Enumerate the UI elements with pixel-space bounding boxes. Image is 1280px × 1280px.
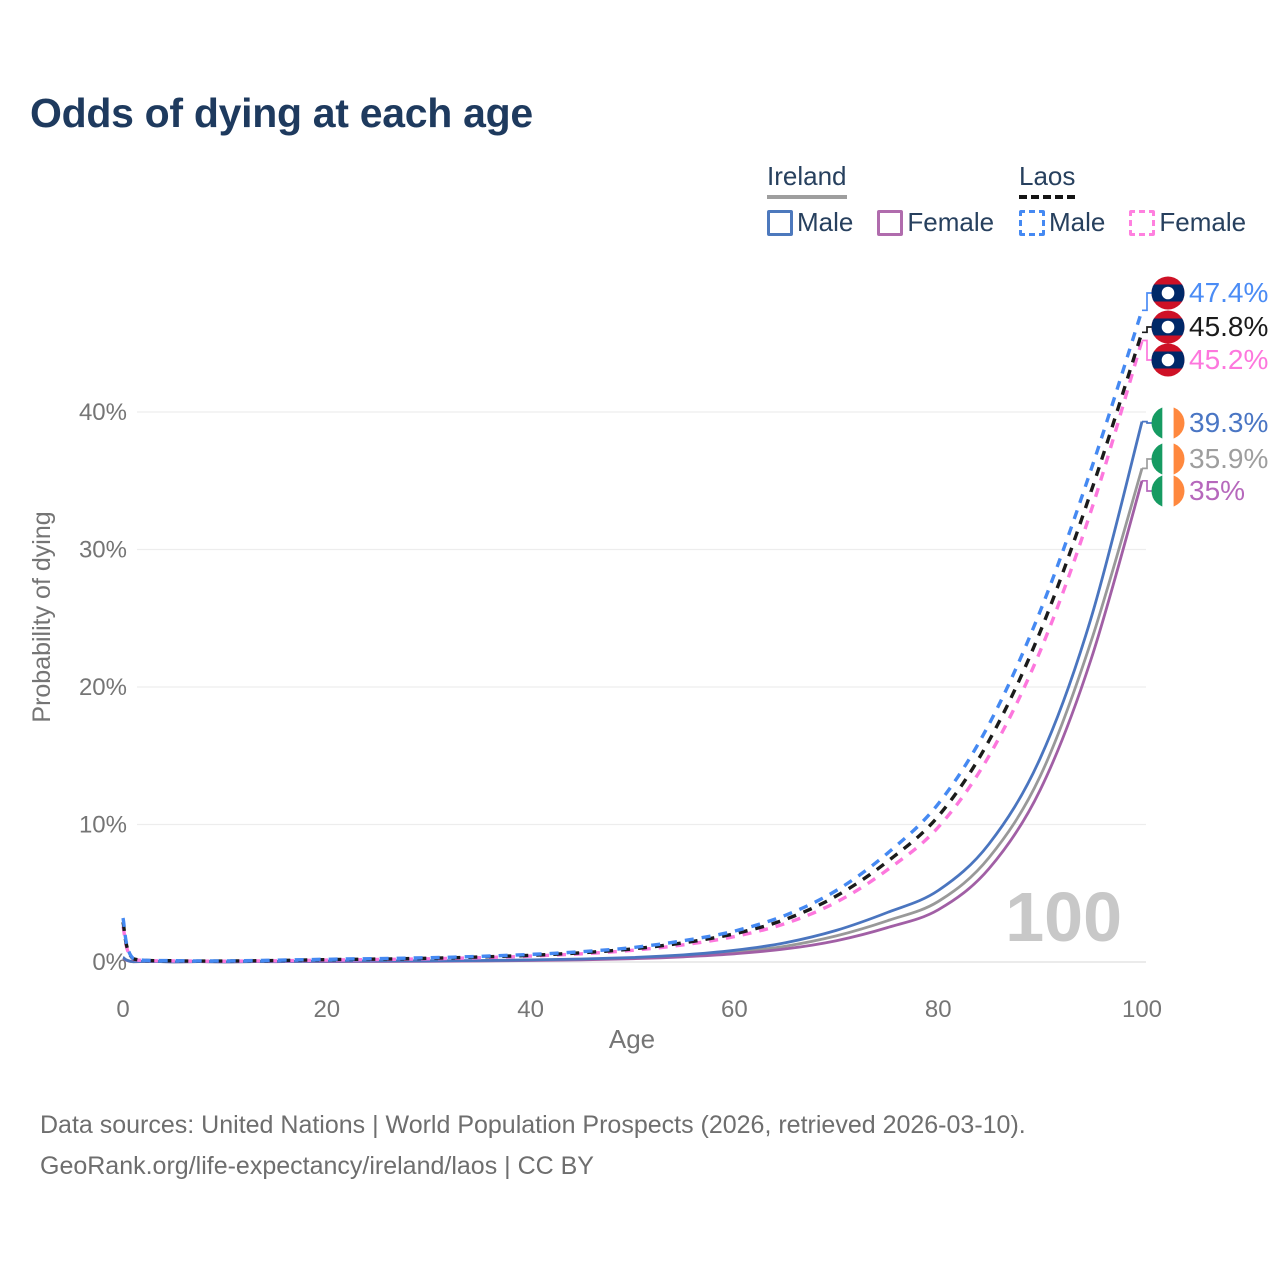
legend-items-ireland: Male Female [767, 207, 994, 238]
y-tick-label: 40% [79, 399, 127, 426]
series-line-laos-male [121, 309, 1144, 963]
legend-header-laos[interactable]: Laos [1019, 161, 1076, 199]
x-tick-label: 60 [721, 996, 748, 1023]
source-attribution: Data sources: United Nations | World Pop… [40, 1105, 1026, 1187]
series-line-ireland-male [122, 421, 1144, 964]
y-tick-label: 10% [79, 812, 127, 839]
license-line: GeoRank.org/life-expectancy/ireland/laos… [40, 1152, 594, 1180]
ireland-flag-icon [1151, 442, 1185, 476]
legend-items-laos: Male Female [1019, 207, 1246, 238]
annotation-connector [1142, 458, 1152, 470]
ireland-flag-icon [1151, 474, 1185, 508]
data-sources-line: Data sources: United Nations | World Pop… [40, 1111, 1026, 1139]
legend-item-ireland-female[interactable]: Female [877, 207, 994, 238]
axis-tick-labels: 0% 10% 20% 30% 40% 0 20 40 60 80 100 [79, 399, 1162, 1023]
endpoint-value-label: 35% [1189, 475, 1245, 506]
gridlines [137, 411, 1146, 963]
laos-male-swatch-icon [1019, 209, 1045, 236]
legend-item-ireland-male[interactable]: Male [767, 207, 853, 238]
series-line-ireland-both [122, 468, 1144, 964]
legend-group-laos: Laos Male Female [1019, 161, 1246, 238]
ireland-flag-icon [1151, 406, 1185, 440]
y-axis-title: Probability of dying [28, 511, 56, 722]
endpoint-value-label: 35.9% [1189, 443, 1268, 474]
annotation-connector [1142, 326, 1152, 334]
x-tick-label: 100 [1122, 996, 1162, 1023]
chart-title: Odds of dying at each age [30, 90, 533, 136]
laos-female-swatch-icon [1129, 209, 1156, 236]
legend-header-ireland[interactable]: Ireland [767, 161, 847, 199]
legend-item-label: Male [1049, 207, 1106, 237]
x-tick-label: 40 [517, 996, 544, 1023]
legend: Ireland Male Female Laos Male Female [0, 161, 1280, 241]
y-tick-label: 20% [79, 674, 127, 701]
legend-item-label: Female [1159, 207, 1247, 237]
x-tick-label: 80 [925, 996, 952, 1023]
annotation-connector [1142, 292, 1152, 312]
laos-flag-icon [1151, 276, 1185, 310]
endpoint-value-label: 45.8% [1189, 311, 1268, 342]
legend-group-ireland: Ireland Male Female [767, 161, 994, 238]
legend-item-laos-female[interactable]: Female [1129, 207, 1246, 238]
endpoint-value-label: 39.3% [1189, 407, 1268, 438]
x-tick-label: 20 [313, 996, 340, 1023]
laos-flag-icon [1151, 343, 1185, 377]
x-axis-title: Age [609, 1024, 655, 1054]
y-tick-label: 30% [79, 537, 127, 564]
series-lines [121, 309, 1144, 964]
annotation-connector [1142, 339, 1152, 361]
laos-flag-icon [1151, 310, 1185, 344]
x-tick-label: 0 [116, 996, 129, 1023]
endpoint-value-label: 47.4% [1189, 277, 1268, 308]
legend-item-label: Male [797, 207, 854, 237]
annotation-connector [1142, 420, 1152, 424]
endpoint-annotations: 47.4%45.8%45.2% 39.3% 35.9%35% [1142, 276, 1268, 508]
ireland-female-swatch-icon [877, 209, 904, 236]
legend-item-laos-male[interactable]: Male [1019, 207, 1105, 238]
y-tick-label: 0% [92, 949, 127, 976]
endpoint-value-label: 45.2% [1189, 344, 1268, 375]
age-counter-watermark: 100 [1005, 878, 1122, 956]
ireland-male-swatch-icon [767, 209, 793, 236]
annotation-connector [1142, 479, 1152, 492]
legend-item-label: Female [907, 207, 995, 237]
